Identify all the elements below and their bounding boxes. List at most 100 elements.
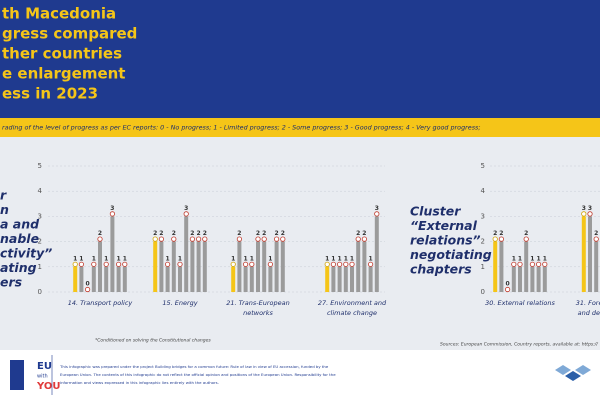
bar bbox=[356, 241, 361, 292]
y-tick-label: 5 bbox=[38, 162, 42, 170]
y-tick-label: 1 bbox=[38, 263, 42, 271]
flag-marker bbox=[529, 261, 536, 267]
flag-marker bbox=[78, 261, 85, 267]
flag-marker bbox=[255, 236, 261, 242]
value-label: 1 bbox=[325, 255, 329, 262]
value-label: 1 bbox=[268, 255, 272, 262]
header-band bbox=[0, 0, 600, 118]
footer-ornament bbox=[555, 365, 591, 381]
footer-text: This infographic was prepared under the … bbox=[59, 364, 329, 369]
bar bbox=[325, 266, 330, 292]
flag-marker bbox=[122, 261, 128, 267]
flag-marker bbox=[230, 261, 236, 267]
bar bbox=[493, 241, 498, 292]
value-label: 2 bbox=[524, 230, 528, 237]
value-label: 1 bbox=[79, 255, 83, 262]
chapter-title: 14. Transport policy bbox=[68, 299, 133, 307]
flag-marker bbox=[523, 236, 529, 242]
flag-marker bbox=[267, 261, 273, 267]
bar bbox=[91, 266, 96, 292]
flag-marker bbox=[109, 211, 116, 217]
bar bbox=[184, 216, 189, 292]
bar bbox=[268, 266, 273, 292]
bar bbox=[362, 241, 367, 292]
flag-marker bbox=[171, 236, 177, 242]
chapter-title: 15. Energy bbox=[162, 299, 197, 307]
value-label: 1 bbox=[104, 255, 108, 262]
flag-marker bbox=[273, 236, 280, 242]
flag-marker bbox=[593, 236, 599, 242]
value-label: 2 bbox=[281, 230, 285, 237]
value-label: 1 bbox=[231, 255, 235, 262]
header-line: ess in 2023 bbox=[2, 85, 98, 103]
header-line: gress compared bbox=[2, 25, 137, 43]
y-tick-label: 1 bbox=[481, 263, 485, 271]
flag-marker bbox=[85, 286, 91, 293]
value-label: 0 bbox=[506, 281, 510, 288]
y-tick-label: 3 bbox=[481, 212, 485, 220]
value-label: 1 bbox=[530, 255, 534, 262]
flag-marker bbox=[349, 261, 355, 267]
flag-marker bbox=[492, 236, 498, 242]
bar bbox=[110, 216, 115, 292]
value-label: 1 bbox=[166, 255, 170, 262]
bar bbox=[262, 241, 267, 292]
cluster-label: ating bbox=[0, 260, 37, 275]
y-tick-label: 5 bbox=[481, 162, 485, 170]
flag-marker bbox=[581, 211, 587, 217]
value-label: 1 bbox=[537, 255, 541, 262]
value-label: 2 bbox=[197, 230, 201, 237]
bar bbox=[202, 241, 207, 292]
flag-marker bbox=[261, 236, 267, 242]
chapter-title: 31. Forei bbox=[576, 299, 600, 307]
bar bbox=[98, 241, 102, 292]
value-label: 3 bbox=[110, 205, 114, 212]
flag-marker bbox=[361, 236, 367, 242]
header-line: ther countries bbox=[2, 45, 122, 63]
cluster-label: relations” bbox=[410, 233, 481, 248]
header-line: e enlargement bbox=[2, 65, 125, 83]
cluster-label: n bbox=[0, 202, 9, 217]
bar bbox=[518, 266, 522, 292]
value-label: 1 bbox=[350, 255, 354, 262]
value-label: 2 bbox=[153, 230, 157, 237]
value-label: 2 bbox=[262, 230, 266, 237]
value-label: 1 bbox=[117, 255, 121, 262]
bar bbox=[594, 241, 599, 292]
bar bbox=[231, 266, 236, 292]
flag-marker bbox=[72, 261, 78, 267]
bar bbox=[343, 266, 348, 292]
bar bbox=[116, 266, 121, 292]
bar bbox=[280, 241, 285, 292]
flag-marker bbox=[249, 261, 255, 267]
bar bbox=[511, 266, 516, 292]
footer-text: information and views expressed in this … bbox=[60, 380, 219, 385]
y-tick-label: 4 bbox=[481, 187, 486, 195]
flag-marker bbox=[280, 236, 286, 242]
bar bbox=[159, 241, 164, 292]
value-label: 1 bbox=[73, 255, 77, 262]
value-label: 1 bbox=[92, 255, 96, 262]
chapter-title: climate change bbox=[327, 309, 377, 317]
cluster-label: negotiating bbox=[410, 247, 492, 262]
flag-marker bbox=[189, 236, 195, 242]
bar bbox=[196, 241, 201, 292]
value-label: 1 bbox=[512, 255, 516, 262]
bar bbox=[122, 266, 127, 292]
bar bbox=[581, 216, 586, 292]
value-label: 2 bbox=[362, 230, 366, 237]
value-label: 1 bbox=[338, 255, 342, 262]
flag-marker bbox=[330, 261, 336, 267]
value-label: 1 bbox=[244, 255, 248, 262]
flag-marker bbox=[243, 261, 249, 267]
y-tick-label: 2 bbox=[481, 238, 485, 246]
value-label: 2 bbox=[356, 230, 360, 237]
bar bbox=[73, 266, 78, 292]
y-tick-label: 3 bbox=[38, 212, 42, 220]
flag-marker bbox=[183, 211, 189, 217]
header-line: th Macedonia bbox=[2, 5, 116, 23]
flag-marker bbox=[343, 261, 349, 267]
sources: Sources: European Commission, Country re… bbox=[440, 342, 598, 348]
bar bbox=[524, 241, 529, 292]
bar bbox=[171, 241, 176, 292]
